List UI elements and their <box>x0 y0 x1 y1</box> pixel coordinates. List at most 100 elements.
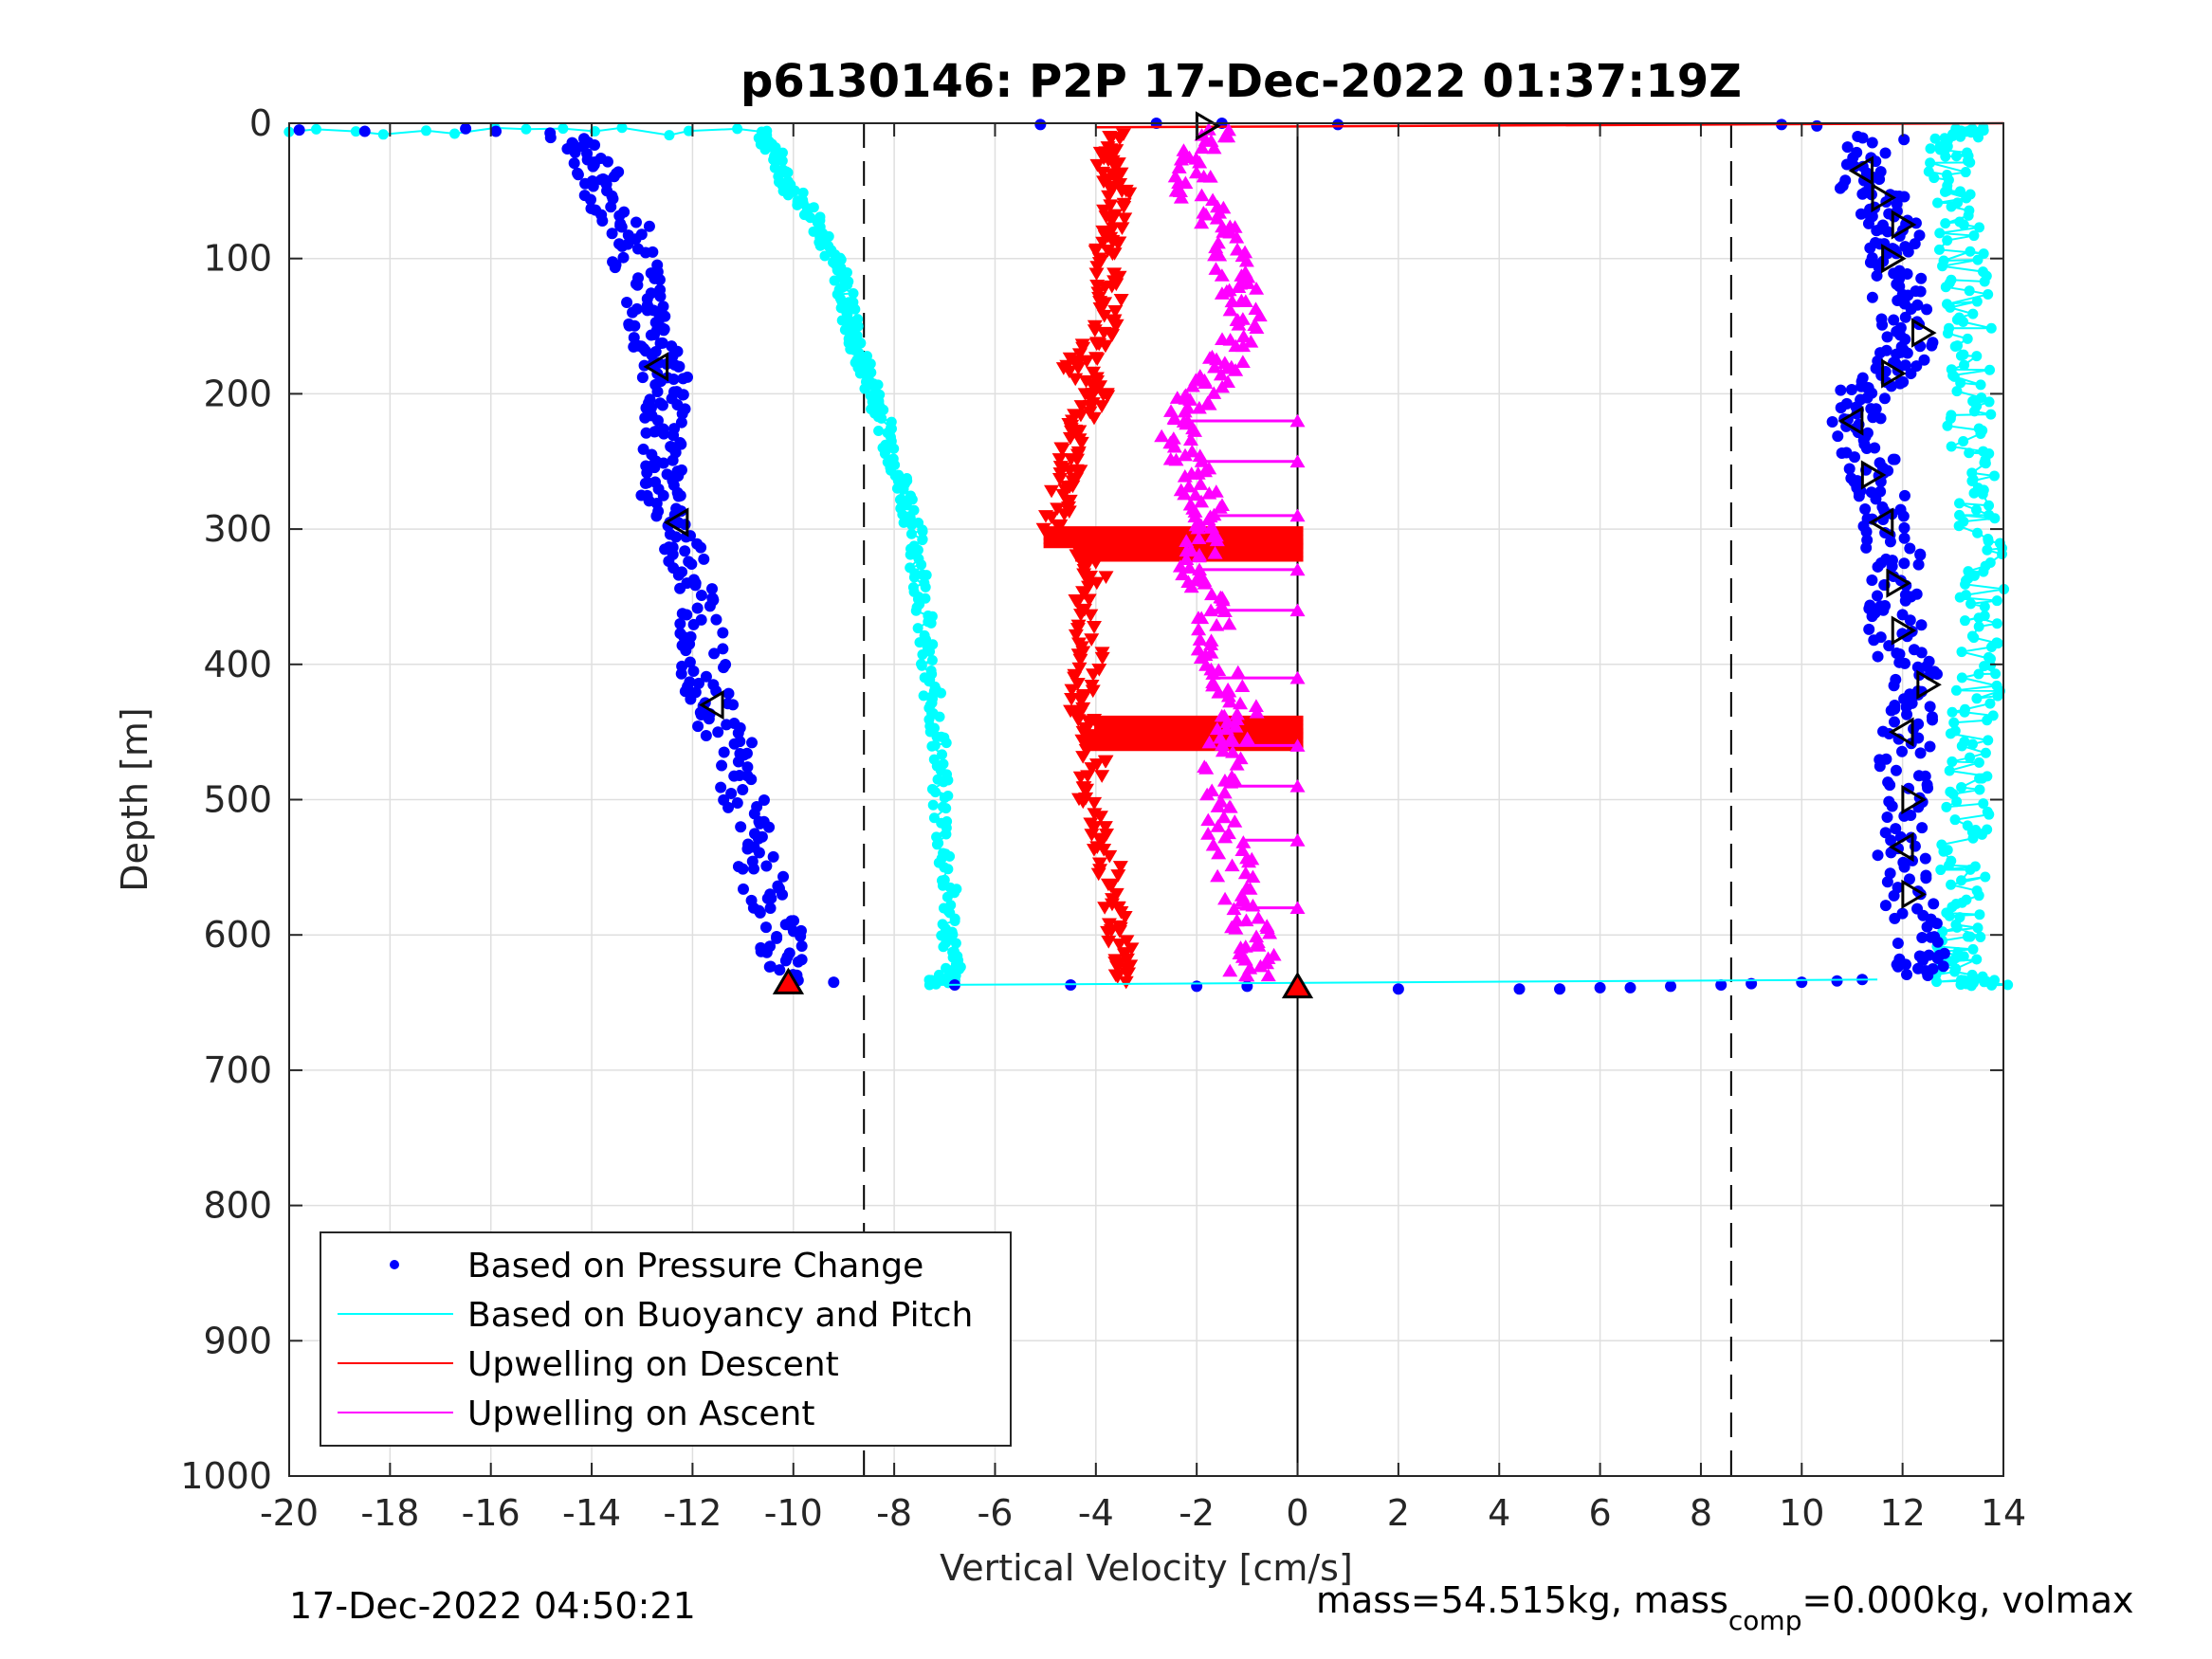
buoyancy-point <box>888 443 900 454</box>
buoyancy-point <box>1925 143 1936 155</box>
pressure-point <box>741 761 754 774</box>
buoyancy-point <box>1975 931 1986 942</box>
pressure-point <box>1901 708 1913 720</box>
ascent-upwelling-point <box>1249 938 1265 951</box>
pressure-point <box>645 329 657 341</box>
ascent-upwelling-point <box>1289 454 1306 468</box>
pressure-point <box>637 342 649 355</box>
buoyancy-point <box>1966 123 1978 135</box>
buoyancy-point <box>908 572 920 583</box>
descent-upwelling-point <box>1070 714 1087 727</box>
pressure-point <box>631 279 644 291</box>
pressure-point <box>1867 411 1879 424</box>
descent-upwelling-point <box>1084 829 1100 842</box>
descent-upwelling-point <box>1075 725 1091 739</box>
descent-upwelling-point <box>1072 653 1088 667</box>
turn-marker-right <box>1916 669 1942 700</box>
pressure-point <box>639 411 651 424</box>
ascent-upwelling-point <box>1177 469 1193 483</box>
pressure-point <box>716 759 728 772</box>
ascent-upwelling-point <box>1228 720 1244 733</box>
descent-upwelling-point <box>1122 187 1138 201</box>
buoyancy-point <box>1963 566 1974 577</box>
pressure-point <box>1888 716 1900 728</box>
ascent-upwelling-point <box>1204 587 1220 601</box>
ascent-upwelling-point <box>1289 508 1306 522</box>
turn-marker-right <box>1901 784 1927 815</box>
buoyancy-point <box>1929 133 1941 144</box>
ascent-upwelling-point <box>1214 286 1230 300</box>
ascent-upwelling-point <box>1239 731 1255 745</box>
buoyancy-point <box>1978 248 1989 260</box>
descent-upwelling-point <box>1097 902 1113 915</box>
pressure-point <box>1665 980 1677 993</box>
turn-marker-right <box>1881 244 1907 274</box>
buoyancy-point <box>936 687 947 699</box>
buoyancy-point <box>1949 814 1961 826</box>
pressure-point <box>732 756 744 768</box>
pressure-point <box>671 345 684 357</box>
pressure-point <box>642 477 654 489</box>
ascent-upwelling-point <box>1234 355 1251 369</box>
pressure-point <box>675 464 687 476</box>
buoyancy-point <box>1982 544 1993 556</box>
ascent-upwelling-point <box>1166 439 1182 453</box>
buoyancy-point <box>1966 475 1978 486</box>
descent-upwelling-point <box>1086 668 1102 682</box>
pressure-point <box>710 613 722 626</box>
ascent-upwelling-point <box>1235 835 1252 848</box>
buoyancy-point <box>829 275 840 286</box>
buoyancy-point <box>1979 601 1990 612</box>
buoyancy-point <box>1956 781 1967 793</box>
buoyancy-point <box>898 483 909 495</box>
turn-marker-right <box>1891 615 1917 646</box>
descent-upwelling-point <box>1087 735 1103 749</box>
descent-upwelling-point <box>1071 348 1088 362</box>
pressure-point <box>828 976 840 989</box>
pressure-point <box>679 519 691 531</box>
ascent-upwelling-point <box>1199 787 1216 801</box>
descent-upwelling-point <box>1095 236 1111 250</box>
pressure-point <box>745 774 758 786</box>
pressure-point <box>1914 548 1927 560</box>
pressure-point <box>654 290 667 302</box>
buoyancy-point <box>1982 771 1993 782</box>
buoyancy-point <box>917 649 928 661</box>
descent-upwelling-point <box>1101 190 1117 204</box>
buoyancy-point <box>521 123 532 135</box>
pressure-point <box>1897 510 1910 522</box>
buoyancy-point <box>1972 527 1983 538</box>
descent-upwelling-point <box>1069 549 1085 562</box>
buoyancy-point <box>814 240 826 251</box>
pressure-point <box>1624 981 1636 994</box>
y-axis-ticks: 0 100 200 300 400 500 600 700 800 900 1000 <box>180 102 2003 1497</box>
pressure-point <box>1832 430 1844 443</box>
pressure-point <box>1890 823 1902 835</box>
pressure-point <box>1881 876 1893 888</box>
pressure-point <box>1843 463 1856 475</box>
descent-upwelling-point <box>1063 704 1079 719</box>
buoyancy-point <box>1947 756 1958 767</box>
pressure-point <box>1898 134 1910 146</box>
x-tick-label: 0 <box>1286 1492 1308 1534</box>
buoyancy-point <box>916 660 927 671</box>
buoyancy-point <box>1956 875 1967 886</box>
pressure-point <box>1914 747 1927 759</box>
pressure-point <box>1860 442 1873 454</box>
pressure-point <box>754 906 766 919</box>
descent-upwelling-point <box>1067 409 1083 422</box>
pressure-point <box>733 770 745 782</box>
buoyancy-point <box>1965 931 1976 942</box>
turn-marker-left <box>1837 406 1864 436</box>
pressure-point <box>1845 383 1857 395</box>
descent-upwelling-point <box>1071 425 1088 439</box>
buoyancy-point <box>1962 333 1973 344</box>
pressure-point <box>1915 619 1928 631</box>
pressure-point <box>1826 416 1838 428</box>
buoyancy-point <box>1973 621 1984 632</box>
pressure-point <box>672 490 685 502</box>
legend-entry: Upwelling on Descent <box>467 1345 839 1384</box>
buoyancy-point <box>918 690 929 702</box>
buoyancy-point <box>1968 230 1980 242</box>
buoyancy-point <box>1954 216 1965 228</box>
